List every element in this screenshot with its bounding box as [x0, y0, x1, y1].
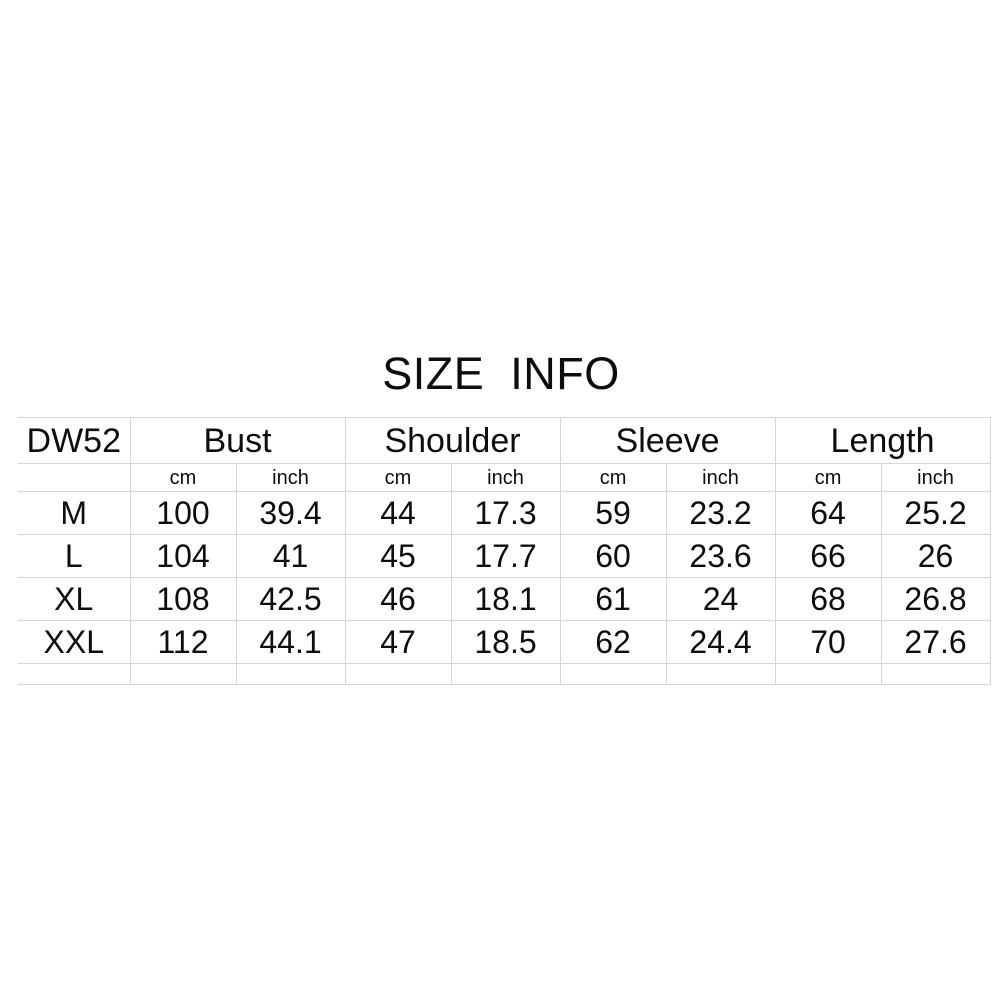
cell-bust-cm: 108	[129, 577, 237, 621]
unit-blank-cell	[18, 463, 131, 492]
table-row: XXL 112 44.1 47 18.5 62 24.4 70 27.6	[18, 620, 991, 664]
size-info-table: DW52 Bust Shoulder Sleeve Length cm inch…	[18, 417, 991, 685]
unit-shoulder-inch: inch	[450, 463, 561, 492]
unit-shoulder-cm: cm	[344, 463, 452, 492]
cell-bust-inch: 44.1	[235, 620, 346, 664]
cell-shoulder-cm: 46	[344, 577, 452, 621]
cell-length-inch: 27.6	[880, 620, 991, 664]
cell-shoulder-inch: 17.7	[450, 534, 561, 578]
cell-sleeve-inch: 24.4	[665, 620, 776, 664]
cell-shoulder-cm: 45	[344, 534, 452, 578]
cell-sleeve-inch: 24	[665, 577, 776, 621]
table-spacer-row	[18, 663, 991, 685]
cell-length-cm: 64	[774, 491, 882, 535]
spacer-cell	[344, 663, 452, 685]
unit-bust-cm: cm	[129, 463, 237, 492]
cell-length-cm: 66	[774, 534, 882, 578]
unit-sleeve-cm: cm	[559, 463, 667, 492]
spacer-cell	[665, 663, 776, 685]
cell-sleeve-cm: 62	[559, 620, 667, 664]
table-row: XL 108 42.5 46 18.1 61 24 68 26.8	[18, 577, 991, 621]
cell-shoulder-inch: 17.3	[450, 491, 561, 535]
spacer-cell	[559, 663, 667, 685]
table-row: L 104 41 45 17.7 60 23.6 66 26	[18, 534, 991, 578]
spacer-cell	[18, 663, 131, 685]
size-label: M	[18, 491, 131, 535]
table-header-row: DW52 Bust Shoulder Sleeve Length	[18, 417, 991, 464]
header-shoulder: Shoulder	[344, 417, 561, 464]
spacer-cell	[774, 663, 882, 685]
cell-bust-cm: 112	[129, 620, 237, 664]
cell-sleeve-cm: 59	[559, 491, 667, 535]
cell-bust-inch: 42.5	[235, 577, 346, 621]
cell-length-inch: 25.2	[880, 491, 991, 535]
cell-shoulder-inch: 18.5	[450, 620, 561, 664]
brand-code-cell: DW52	[18, 417, 131, 464]
spacer-cell	[235, 663, 346, 685]
cell-sleeve-inch: 23.6	[665, 534, 776, 578]
cell-length-inch: 26.8	[880, 577, 991, 621]
table-row: M 100 39.4 44 17.3 59 23.2 64 25.2	[18, 491, 991, 535]
spacer-cell	[880, 663, 991, 685]
cell-shoulder-cm: 44	[344, 491, 452, 535]
size-label: XL	[18, 577, 131, 621]
unit-length-cm: cm	[774, 463, 882, 492]
cell-length-cm: 68	[774, 577, 882, 621]
size-label: L	[18, 534, 131, 578]
header-bust: Bust	[129, 417, 346, 464]
header-length: Length	[774, 417, 991, 464]
unit-sleeve-inch: inch	[665, 463, 776, 492]
spacer-cell	[450, 663, 561, 685]
cell-bust-inch: 41	[235, 534, 346, 578]
size-info-table-container: DW52 Bust Shoulder Sleeve Length cm inch…	[18, 417, 991, 685]
cell-bust-inch: 39.4	[235, 491, 346, 535]
cell-bust-cm: 100	[129, 491, 237, 535]
cell-bust-cm: 104	[129, 534, 237, 578]
page-title: SIZE INFO	[382, 348, 620, 399]
spacer-cell	[129, 663, 237, 685]
cell-sleeve-cm: 61	[559, 577, 667, 621]
unit-bust-inch: inch	[235, 463, 346, 492]
cell-shoulder-cm: 47	[344, 620, 452, 664]
cell-sleeve-cm: 60	[559, 534, 667, 578]
cell-length-cm: 70	[774, 620, 882, 664]
size-label: XXL	[18, 620, 131, 664]
cell-shoulder-inch: 18.1	[450, 577, 561, 621]
table-unit-row: cm inch cm inch cm inch cm inch	[18, 463, 991, 492]
header-sleeve: Sleeve	[559, 417, 776, 464]
cell-sleeve-inch: 23.2	[665, 491, 776, 535]
unit-length-inch: inch	[880, 463, 991, 492]
cell-length-inch: 26	[880, 534, 991, 578]
